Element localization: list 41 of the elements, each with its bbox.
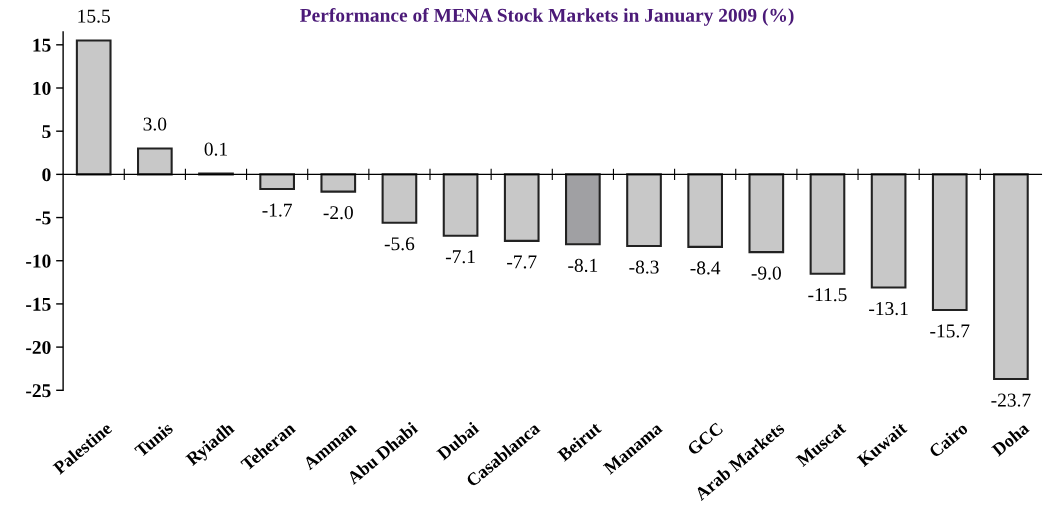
y-tick-label: 0	[42, 168, 51, 182]
bar	[870, 173, 907, 289]
data-label: -23.7	[991, 393, 1031, 407]
data-label: -7.7	[507, 255, 537, 269]
data-label: -11.5	[808, 288, 847, 302]
data-label: -8.4	[690, 261, 721, 275]
bar	[259, 173, 295, 191]
data-label: 15.5	[78, 9, 110, 23]
data-label: -8.3	[629, 260, 659, 274]
data-label: -13.1	[869, 302, 908, 316]
bar	[503, 173, 540, 242]
data-label: -9.0	[751, 266, 781, 280]
data-label: -5.6	[384, 237, 415, 251]
y-tick-label: -5	[35, 211, 51, 225]
data-label: -2.0	[323, 206, 353, 220]
data-label: 0.1	[204, 142, 227, 156]
chart-title: Performance of MENA Stock Markets in January 2009 (%)	[300, 7, 794, 26]
bar	[626, 173, 662, 248]
y-tick-label: -15	[26, 297, 51, 311]
y-tick-label: -10	[26, 254, 51, 268]
y-tick-label: -20	[26, 340, 51, 355]
bar	[136, 147, 173, 176]
bar	[75, 39, 112, 176]
data-label: -7.1	[445, 250, 475, 264]
y-tick-label: 10	[33, 81, 51, 95]
y-tick-label: 5	[42, 125, 51, 139]
bar	[931, 173, 968, 311]
data-label: -1.7	[262, 203, 292, 217]
bar	[320, 173, 357, 193]
data-label: -15.7	[930, 324, 970, 338]
bar	[993, 173, 1029, 381]
bar	[809, 173, 846, 275]
bar	[687, 173, 724, 248]
bar	[381, 173, 418, 224]
y-tick-label: -25	[26, 384, 51, 398]
y-tick-label: 15	[33, 38, 51, 52]
bar	[442, 173, 479, 237]
bar	[565, 173, 601, 246]
data-label: -8.1	[568, 258, 598, 272]
data-label: 3.0	[143, 117, 167, 131]
bar	[748, 173, 785, 254]
